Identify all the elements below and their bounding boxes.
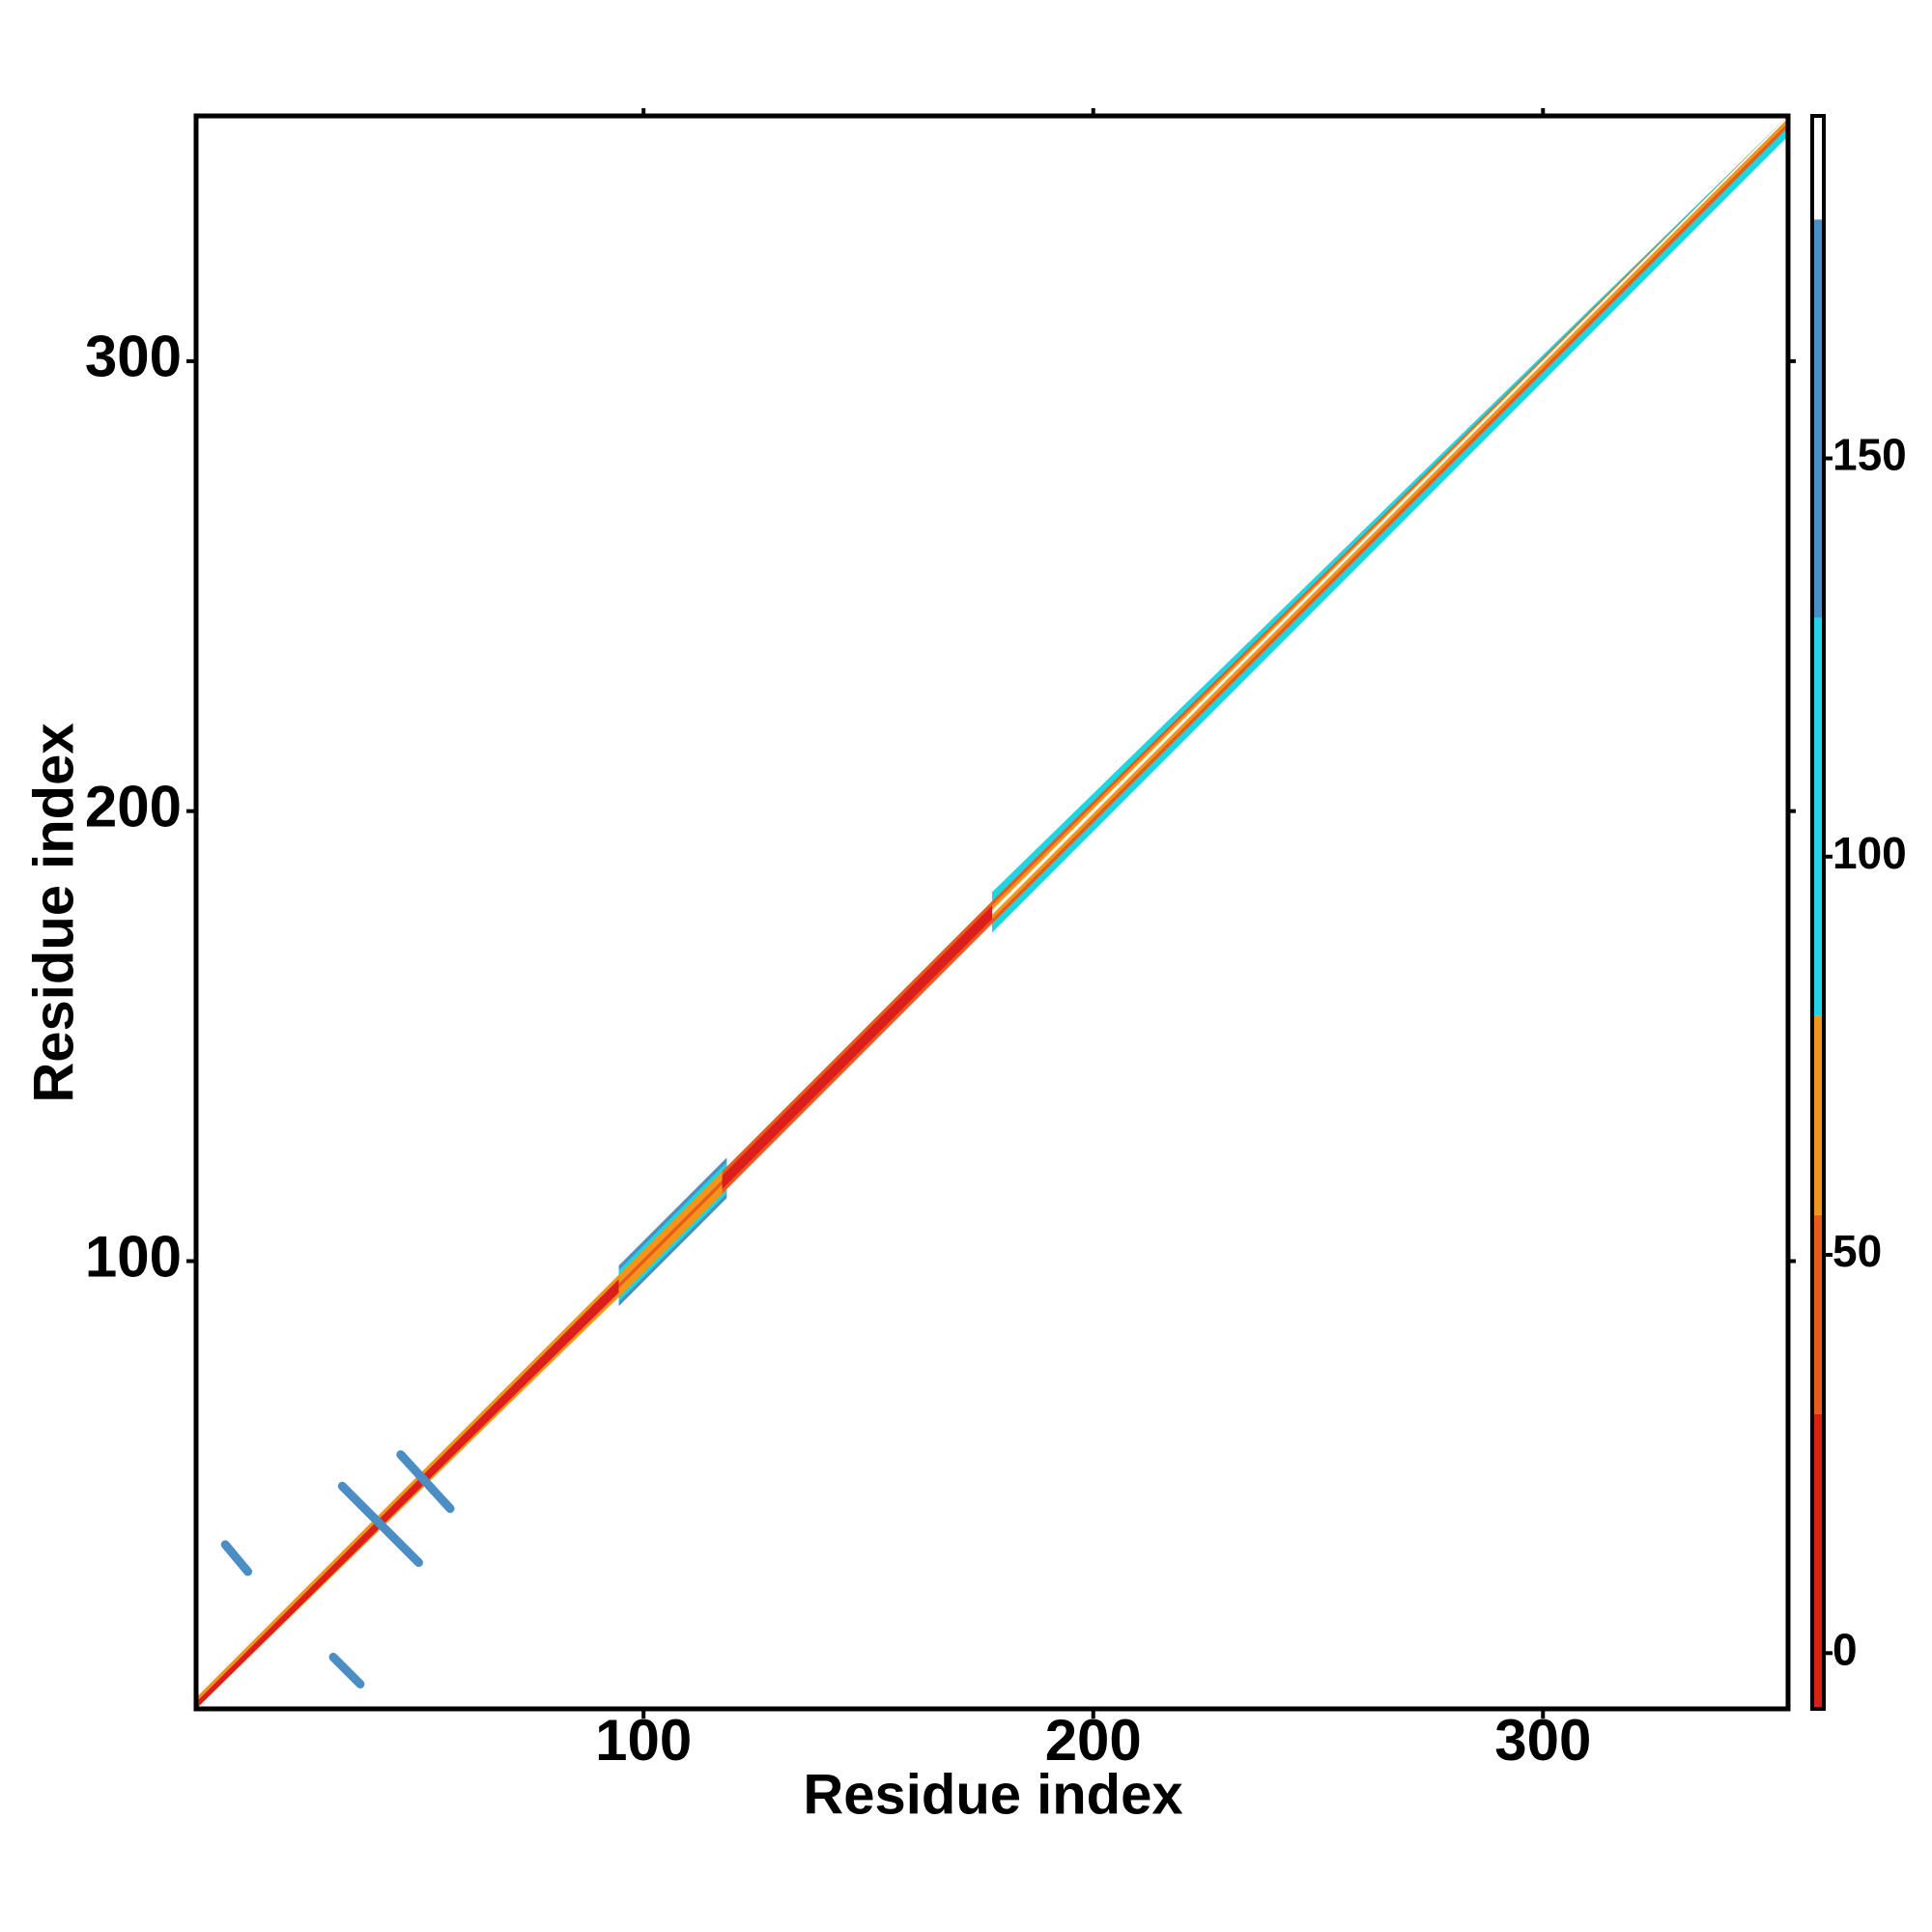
x-tick-label: 200 [1045,1708,1142,1773]
colorbar-segment [1812,1413,1824,1709]
y-tick-label: 300 [85,325,182,389]
contact [220,1540,253,1577]
contact [396,1450,455,1514]
y-tick-label: 200 [85,775,182,839]
colorbar-segment [1812,219,1824,618]
colorbar-tick-label: 150 [1833,430,1907,480]
band-strip [992,116,1788,915]
band-strip [618,1176,727,1289]
colorbar-segment [1812,1214,1824,1414]
colorbar-tick-label: 0 [1833,1624,1858,1674]
contact [328,1652,365,1689]
x-axis-title: Residue index [803,1763,1182,1826]
colorbar-tick-label: 50 [1833,1226,1882,1276]
y-axis-title: Residue index [22,723,85,1102]
band-strip [196,1279,624,1709]
y-tick-label: 100 [85,1224,182,1289]
x-tick-label: 300 [1494,1708,1591,1773]
band-strip [722,905,997,1185]
colorbar-segment [1812,617,1824,1016]
x-tick-label: 100 [595,1708,692,1773]
plot-frame [193,113,1791,1712]
colorbar-frame [1810,114,1826,1711]
colorbar-segment [1812,1015,1824,1215]
colorbar-segment [1812,116,1824,220]
contact [337,1481,423,1568]
colorbar-tick-label: 100 [1833,828,1907,878]
